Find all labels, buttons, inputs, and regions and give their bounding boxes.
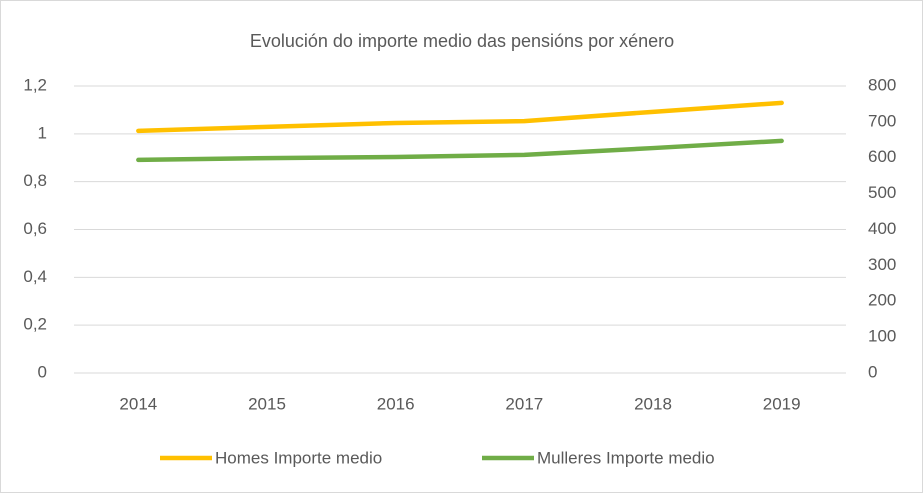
y2-tick-label: 200: [868, 291, 896, 310]
x-tick-label: 2017: [505, 394, 543, 413]
series-line: [136, 100, 784, 134]
y2-tick-label: 600: [868, 147, 896, 166]
x-tick-label: 2018: [634, 394, 672, 413]
y2-tick-label: 500: [868, 183, 896, 202]
y-tick-label: 0,6: [23, 219, 47, 238]
legend-label: Mulleres Importe medio: [537, 448, 715, 467]
x-tick-label: 2015: [248, 394, 286, 413]
y-tick-label: 1,2: [23, 75, 47, 94]
y2-tick-label: 100: [868, 327, 896, 346]
y2-tick-label: 300: [868, 255, 896, 274]
y2-tick-label: 400: [868, 219, 896, 238]
y-tick-label: 0: [38, 362, 47, 381]
y2-tick-label: 700: [868, 111, 896, 130]
y-tick-label: 1: [38, 123, 47, 142]
x-tick-label: 2016: [377, 394, 415, 413]
y-tick-label: 0,4: [23, 267, 47, 286]
series-line: [136, 138, 784, 163]
x-tick-label: 2014: [119, 394, 157, 413]
legend-label: Homes Importe medio: [215, 448, 382, 467]
x-tick-label: 2019: [763, 394, 801, 413]
y-tick-label: 0,8: [23, 171, 47, 190]
y2-tick-label: 0: [868, 362, 877, 381]
y-tick-label: 0,2: [23, 315, 47, 334]
chart-title: Evolución do importe medio das pensións …: [250, 31, 674, 51]
y2-tick-label: 800: [868, 75, 896, 94]
